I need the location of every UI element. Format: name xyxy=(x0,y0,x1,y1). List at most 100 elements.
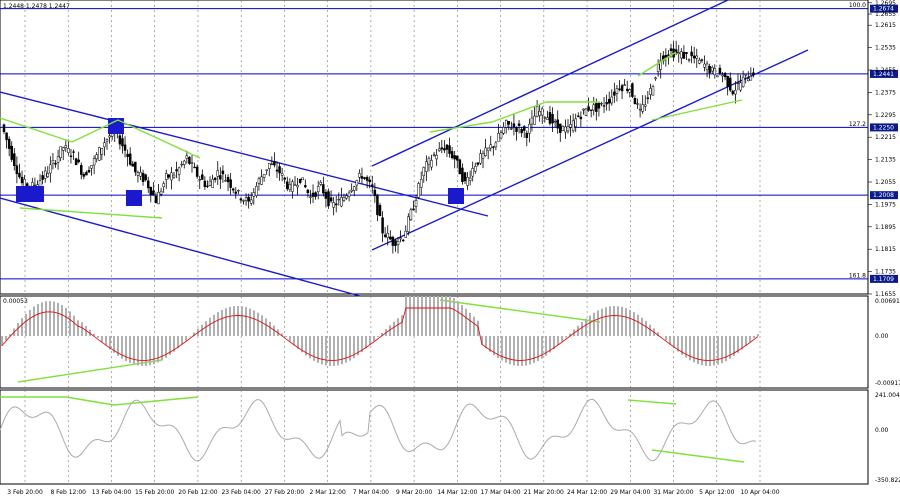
candle-body xyxy=(728,77,732,91)
candle-body xyxy=(159,190,163,195)
candle-body xyxy=(5,132,8,141)
candle-body xyxy=(134,161,137,173)
candle-body xyxy=(146,180,150,189)
candle-body xyxy=(543,117,547,119)
candle-body xyxy=(219,175,222,180)
fib-level-label: 127.2 xyxy=(849,121,866,128)
candle-body xyxy=(401,239,405,242)
candle-body xyxy=(507,121,511,125)
candle-body xyxy=(556,119,559,129)
level-price-label: 1.2674 xyxy=(873,6,894,13)
candle-body xyxy=(716,75,719,78)
candle-body xyxy=(445,144,449,150)
candle-body xyxy=(280,173,284,176)
candle-body xyxy=(437,148,441,151)
candle-body xyxy=(54,163,57,165)
x-tick-label: 27 Feb 20:00 xyxy=(265,489,305,496)
candle-body xyxy=(669,48,673,51)
candle-body xyxy=(636,103,639,105)
candle-body xyxy=(592,104,596,111)
macd-signal-line xyxy=(1,307,759,361)
candle-body xyxy=(638,108,642,111)
candle-body xyxy=(687,59,691,61)
candle-body xyxy=(677,52,680,54)
x-tick-label: 5 Apr 12:00 xyxy=(699,489,734,496)
candle-body xyxy=(77,159,80,163)
level-price-label: 1.2250 xyxy=(873,124,894,131)
candle-body xyxy=(471,168,474,177)
x-tick-label: 24 Mar 12:00 xyxy=(567,489,607,496)
y-tick-label: 1.2135 xyxy=(875,157,896,164)
candle-body xyxy=(360,176,364,179)
candle-body xyxy=(409,209,413,220)
candle-body xyxy=(613,91,616,96)
candle-body xyxy=(206,185,209,187)
candle-body xyxy=(417,183,420,198)
candle-body xyxy=(190,162,194,164)
candle-body xyxy=(682,51,686,59)
candle-body xyxy=(319,182,323,185)
candle-body xyxy=(329,197,333,202)
candle-body xyxy=(296,185,299,188)
candle-body xyxy=(427,157,431,165)
candle-body xyxy=(208,180,212,186)
candle-body xyxy=(443,148,446,151)
candle-body xyxy=(435,155,438,160)
candle-body xyxy=(530,117,534,125)
candle-body xyxy=(345,195,348,199)
candle-body xyxy=(118,135,122,145)
candle-body xyxy=(535,106,539,117)
candle-body xyxy=(337,198,341,201)
candle-body xyxy=(499,132,503,139)
candle-body xyxy=(502,127,505,134)
candle-body xyxy=(67,148,70,154)
candle-body xyxy=(584,108,588,116)
candle-body xyxy=(625,88,629,91)
candle-body xyxy=(600,102,603,105)
candle-body xyxy=(734,90,737,95)
candle-body xyxy=(492,146,495,148)
y-tick-label: 1.2615 xyxy=(875,22,896,29)
candle-body xyxy=(561,126,565,131)
candle-body xyxy=(723,72,727,78)
candle-body xyxy=(347,192,351,197)
candle-body xyxy=(247,196,250,202)
x-tick-label: 29 Mar 04:00 xyxy=(610,489,650,496)
level-price-box xyxy=(870,274,898,283)
y-tick-label: 1.2695 xyxy=(875,0,896,7)
candle-body xyxy=(680,51,683,59)
candle-body xyxy=(710,67,714,72)
channel-line xyxy=(0,91,489,217)
fractal-marker xyxy=(448,188,464,204)
candle-body xyxy=(185,155,189,159)
candle-body xyxy=(448,145,451,154)
level-price-box xyxy=(870,191,898,200)
candle-body xyxy=(564,126,567,133)
candle-body xyxy=(739,82,742,91)
x-tick-label: 7 Mar 04:00 xyxy=(353,489,389,496)
candle-body xyxy=(237,190,240,192)
candle-body xyxy=(602,105,606,107)
divergence-line xyxy=(439,299,601,323)
candle-body xyxy=(149,186,153,196)
candle-body xyxy=(540,108,544,116)
candle-body xyxy=(610,96,614,104)
candle-body xyxy=(213,177,217,180)
candle-body xyxy=(72,151,75,153)
candle-body xyxy=(69,155,73,157)
candle-body xyxy=(193,166,196,169)
candle-body xyxy=(713,68,717,76)
candle-body xyxy=(144,174,147,181)
candle-body xyxy=(92,158,96,166)
candle-body xyxy=(298,178,302,183)
cci-y-tick-label: 241.0049 xyxy=(875,392,900,399)
candle-body xyxy=(425,161,428,172)
candle-body xyxy=(456,155,459,161)
candle-body xyxy=(121,138,124,147)
candle-body xyxy=(458,159,462,175)
candle-body xyxy=(188,156,191,164)
candle-body xyxy=(595,103,598,112)
candle-body xyxy=(674,49,678,54)
